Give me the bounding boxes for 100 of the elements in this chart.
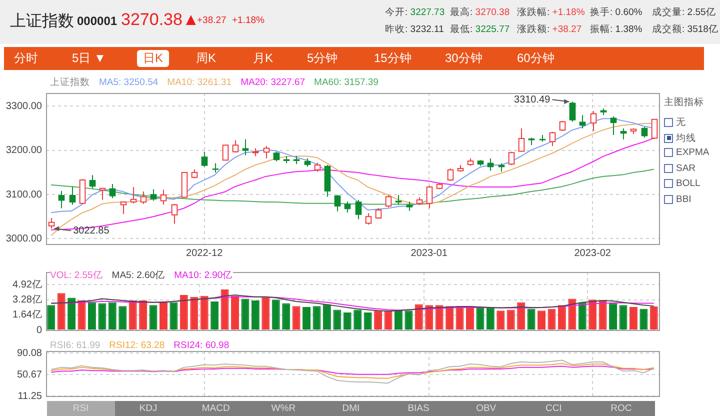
bar (118, 306, 127, 330)
bar (496, 310, 505, 330)
y-tick-label: 3300.00 (6, 100, 42, 112)
bar (609, 303, 618, 330)
text: 涨跌额: (517, 24, 550, 35)
text: 分时 (14, 50, 38, 67)
y-tick-label: 3.28亿 (12, 294, 42, 306)
text: 成交额: (652, 24, 685, 35)
bar (149, 305, 158, 330)
text: MA60: 3157.39 (314, 77, 378, 88)
candlestick (242, 138, 249, 156)
text: +38.27 (552, 24, 582, 35)
text: EXPMA (676, 147, 710, 158)
bar (588, 300, 597, 330)
bar (272, 300, 280, 330)
text: +1.18% (552, 7, 585, 18)
text: 今开: (385, 7, 408, 18)
text: 3270.38 (475, 7, 510, 18)
x-tick-label: 2023-02 (574, 248, 612, 259)
series-label: RSI24: 60.98 (174, 340, 230, 351)
text: 均线 (676, 132, 696, 144)
candlestick (406, 201, 413, 212)
candlestick (344, 201, 351, 214)
bar (220, 289, 229, 330)
text: KDJ (138, 402, 158, 416)
candlestick (620, 128, 627, 140)
bar (650, 306, 658, 330)
bar (384, 310, 392, 330)
bar (128, 300, 137, 330)
bar (527, 308, 536, 330)
bar (231, 296, 239, 330)
y-tick-label: 0 (36, 324, 42, 336)
bar (476, 308, 484, 330)
y-tick-label: 90.08 (16, 348, 42, 359)
bar (333, 310, 342, 330)
bar (241, 298, 250, 330)
text: DMI (341, 402, 361, 416)
chart-title: 上证指数 (50, 77, 90, 88)
bar (517, 302, 526, 330)
text: MACD (200, 402, 231, 416)
bar (568, 298, 576, 330)
bar (57, 293, 66, 330)
text: 5日 ▼ (72, 50, 106, 67)
y-tick-label: 50.67 (16, 369, 42, 380)
y-tick-label: 1.64亿 (12, 310, 42, 321)
text: +38.27 (197, 15, 226, 26)
text: CCI (544, 402, 563, 416)
text: 3270.38▲ (121, 10, 200, 30)
text: 3227.73 (410, 7, 445, 18)
text: 涨跌幅: (517, 7, 550, 18)
text: 最高: (450, 7, 473, 18)
bar (558, 305, 566, 330)
text: BIAS (406, 402, 430, 416)
bar (190, 296, 198, 330)
bar (629, 306, 638, 330)
bar (394, 310, 402, 330)
bar (88, 302, 96, 330)
text: 月K (253, 50, 274, 67)
y-tick-label: 4.92亿 (12, 279, 42, 290)
bar (180, 295, 188, 330)
bar (251, 300, 260, 330)
text: MA10: 3261.31 (167, 77, 232, 88)
y-tick-label: 3200.00 (6, 145, 42, 156)
bar (486, 308, 494, 330)
text: 3518亿 (687, 24, 718, 35)
bar (466, 306, 474, 330)
candlestick (89, 174, 96, 189)
x-tick-label: 2022-12 (186, 248, 224, 259)
text: ROC (610, 402, 633, 416)
text: 5分钟 (307, 50, 338, 67)
candlestick (334, 194, 341, 212)
x-tick-label: 2023-01 (410, 248, 448, 259)
text: OBV (475, 402, 498, 416)
text: 1.38% (615, 24, 642, 35)
text: 0.60% (615, 7, 642, 18)
text: 3225.77 (475, 24, 510, 35)
text: 60分钟 (517, 50, 554, 67)
bar (170, 302, 178, 330)
text: 最低: (450, 24, 473, 35)
candlestick (579, 114, 586, 129)
bar (200, 296, 208, 330)
bar (404, 310, 413, 330)
candlestick (641, 126, 648, 138)
text: BBI (676, 194, 692, 204)
candlestick (610, 116, 617, 136)
text: W%R (270, 402, 297, 416)
text: 3232.11 (410, 24, 444, 35)
bar (292, 306, 300, 330)
bar (302, 306, 311, 330)
candlestick (109, 183, 116, 199)
bar (446, 306, 454, 330)
bar (139, 300, 148, 330)
text: 换手: (590, 7, 613, 18)
bar (210, 301, 219, 330)
y-tick-label: 3000.00 (6, 233, 42, 244)
bar (640, 308, 648, 330)
series-label: MA10: 2.90亿 (174, 270, 233, 281)
bar (108, 302, 116, 330)
bar (343, 312, 352, 330)
series-label: RSI6: 61.99 (50, 340, 100, 351)
